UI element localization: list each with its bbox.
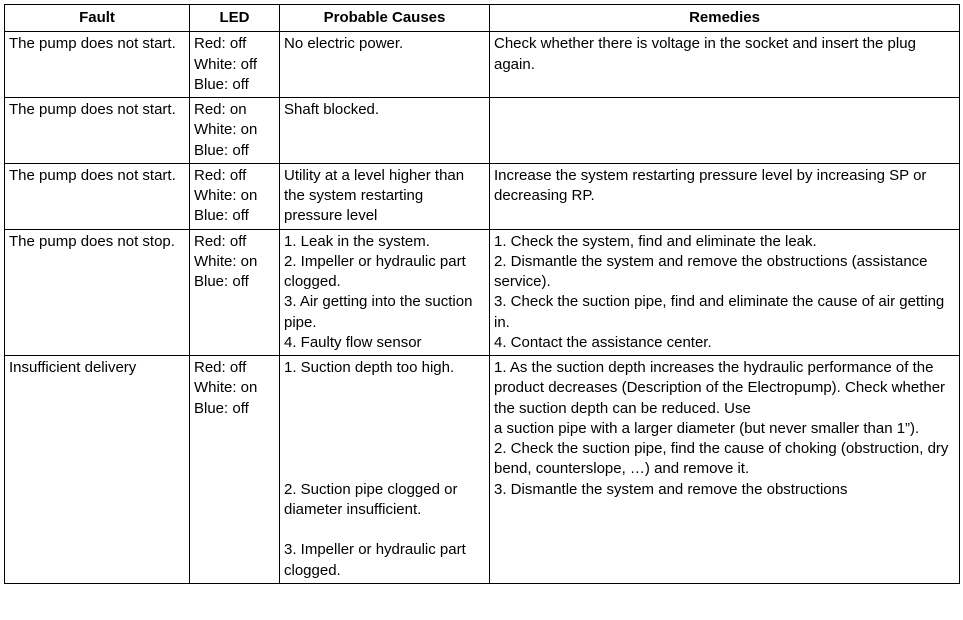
cell-remedies: Check whether there is voltage in the so… [490, 32, 960, 98]
cell-remedies: Increase the system restarting pressure … [490, 163, 960, 229]
cell-causes: 1. Leak in the system.2. Impeller or hyd… [280, 229, 490, 356]
cell-led: Red: offWhite: offBlue: off [190, 32, 280, 98]
cell-fault: Insufficient delivery [5, 356, 190, 584]
table-row: The pump does not stop. Red: offWhite: o… [5, 229, 960, 356]
cell-fault: The pump does not start. [5, 98, 190, 164]
cell-fault: The pump does not stop. [5, 229, 190, 356]
cell-led: Red: offWhite: onBlue: off [190, 229, 280, 356]
cell-remedies: 1. Check the system, find and eliminate … [490, 229, 960, 356]
table-row: Insufficient delivery Red: offWhite: onB… [5, 356, 960, 584]
table-row: The pump does not start. Red: offWhite: … [5, 32, 960, 98]
cell-causes: No electric power. [280, 32, 490, 98]
header-remedies: Remedies [490, 5, 960, 32]
header-fault: Fault [5, 5, 190, 32]
cell-led: Red: offWhite: onBlue: off [190, 163, 280, 229]
table-row: The pump does not start. Red: onWhite: o… [5, 98, 960, 164]
cell-remedies [490, 98, 960, 164]
cell-fault: The pump does not start. [5, 32, 190, 98]
cell-causes: Shaft blocked. [280, 98, 490, 164]
cell-fault: The pump does not start. [5, 163, 190, 229]
cell-led: Red: onWhite: onBlue: off [190, 98, 280, 164]
cell-causes: 1. Suction depth too high.2. Suction pip… [280, 356, 490, 584]
header-row: Fault LED Probable Causes Remedies [5, 5, 960, 32]
header-led: LED [190, 5, 280, 32]
cell-led: Red: offWhite: onBlue: off [190, 356, 280, 584]
table-row: The pump does not start. Red: offWhite: … [5, 163, 960, 229]
troubleshooting-table: Fault LED Probable Causes Remedies The p… [4, 4, 960, 584]
cell-remedies: 1. As the suction depth increases the hy… [490, 356, 960, 584]
cell-causes: Utility at a level higher than the syste… [280, 163, 490, 229]
header-causes: Probable Causes [280, 5, 490, 32]
